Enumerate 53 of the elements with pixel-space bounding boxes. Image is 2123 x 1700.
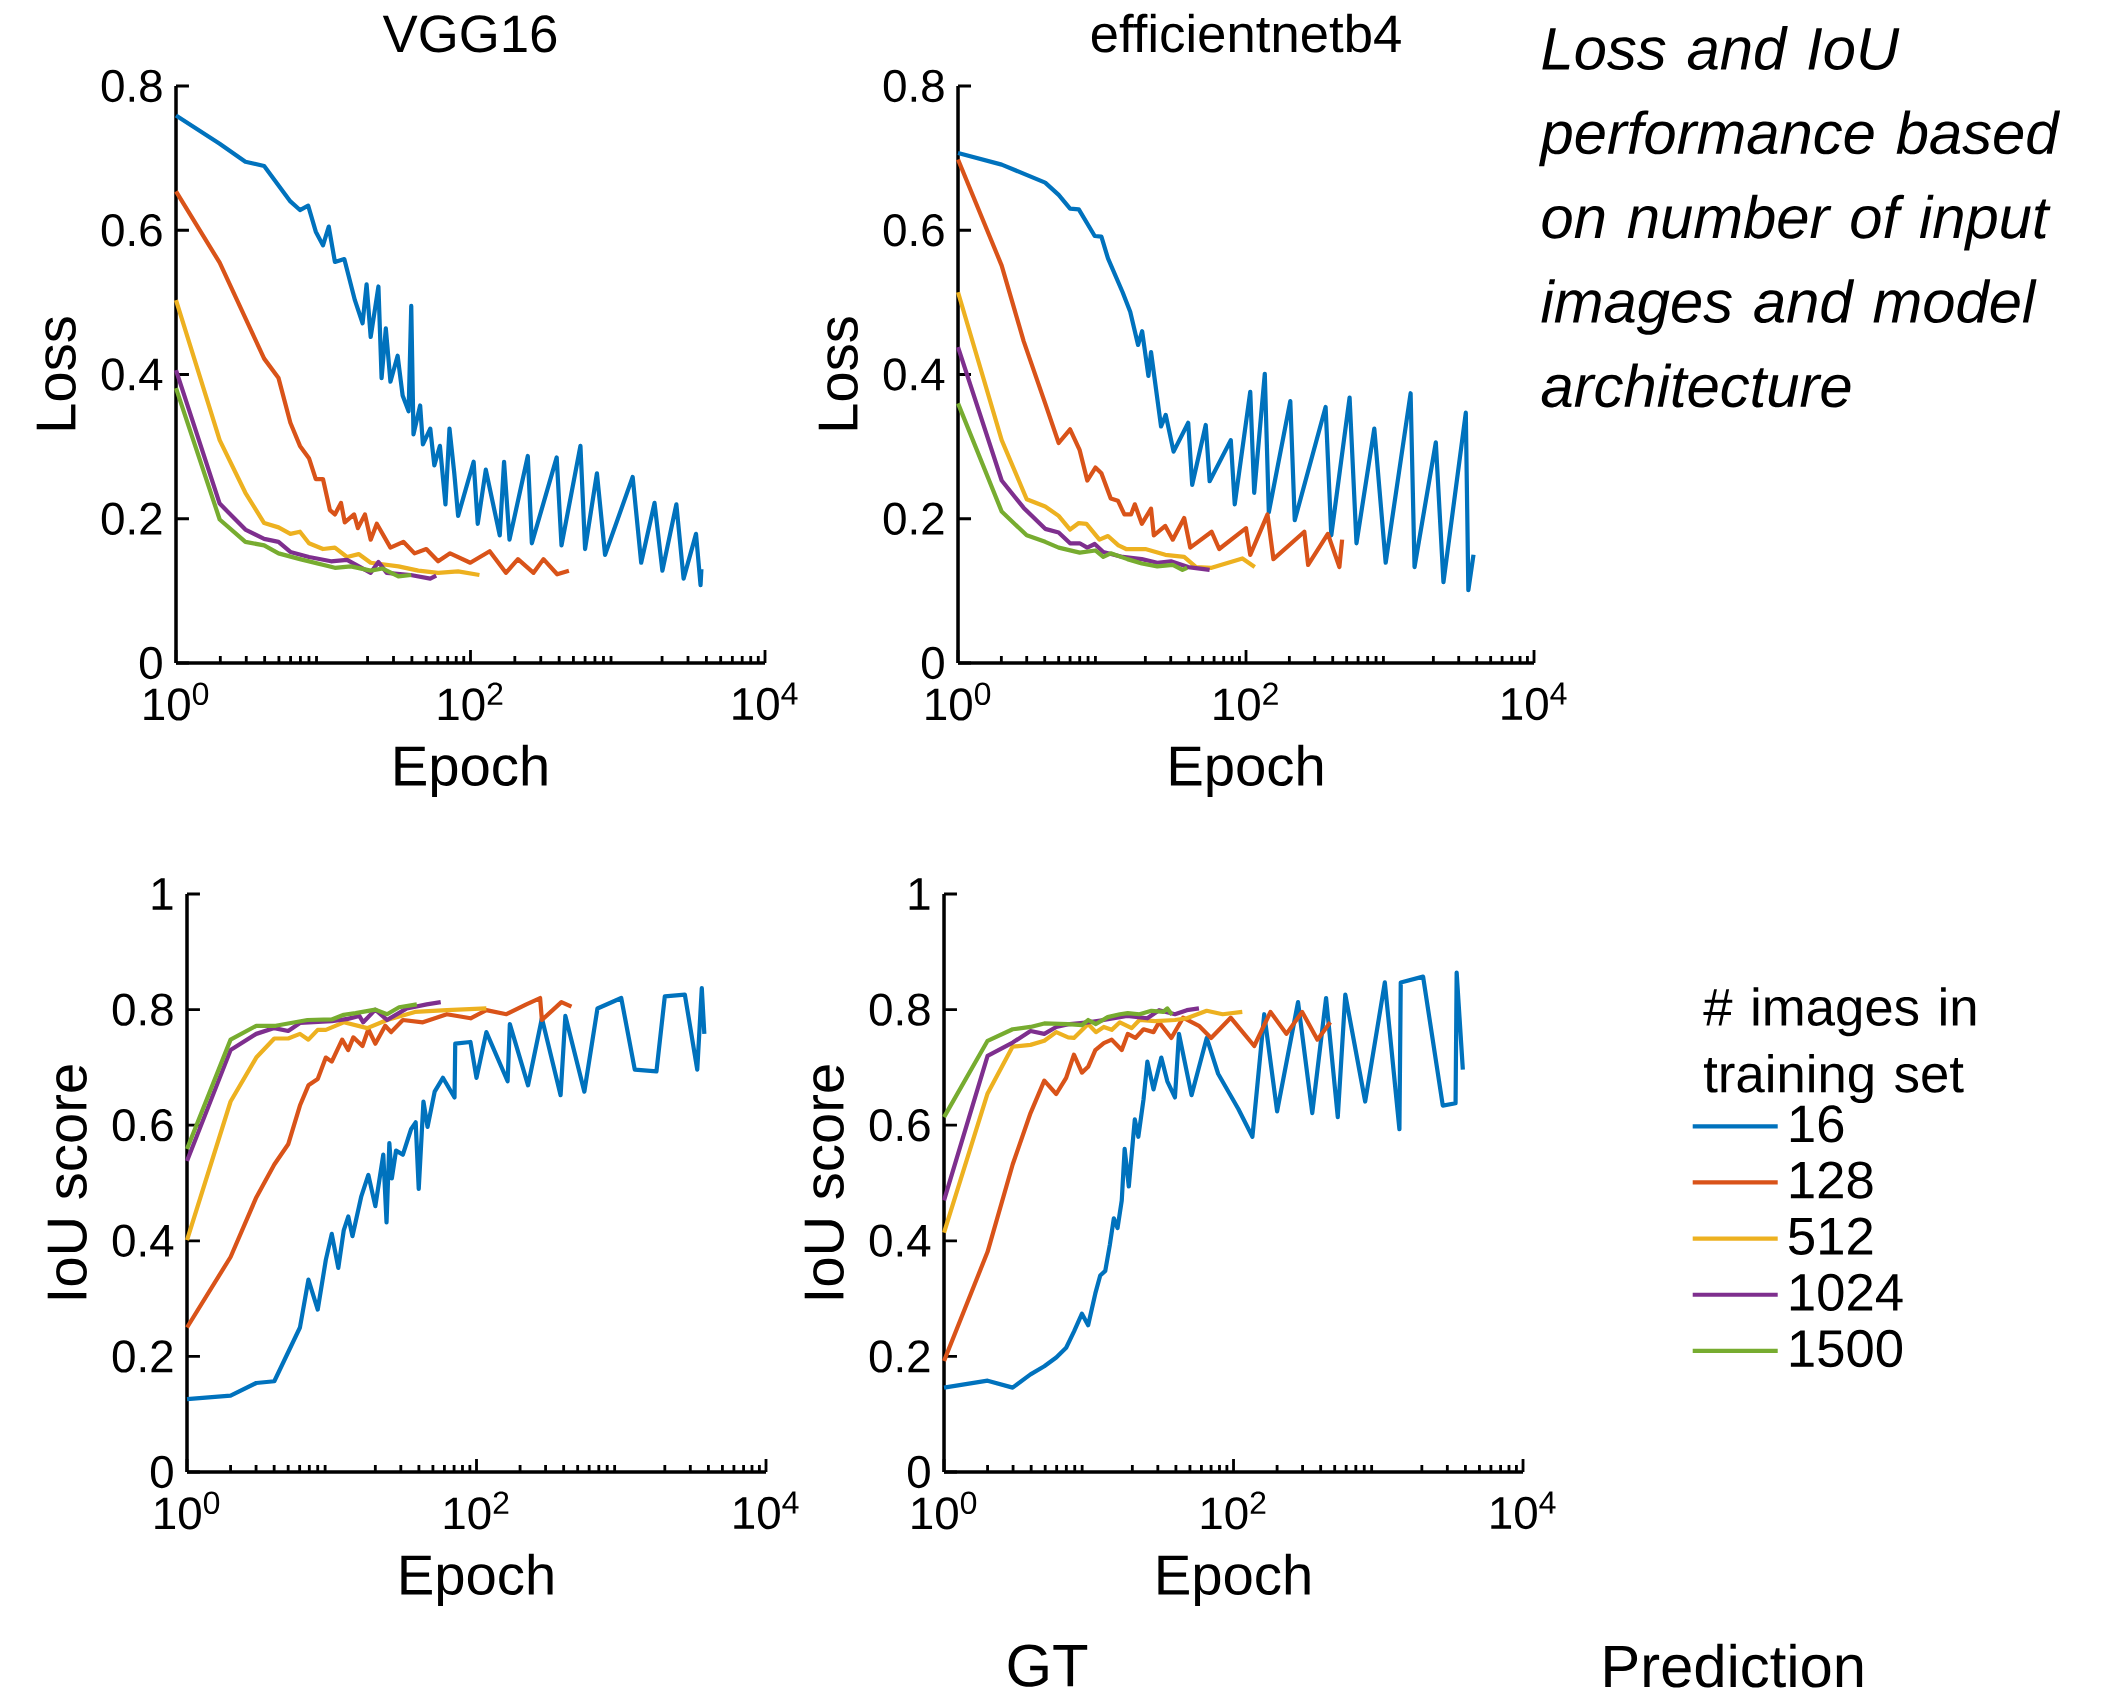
x-axis-title: Epoch <box>401 1553 553 1607</box>
x-tick-label: 10$^{2}$ <box>1214 682 1278 721</box>
y-axis-title: Loss <box>36 317 76 430</box>
y-tick-label: 0.2 <box>883 502 944 535</box>
y-tick-label: 0 <box>907 1455 930 1489</box>
chart-title: efficientnetb4 <box>1091 13 1401 53</box>
y-tick-label: 0 <box>921 646 944 680</box>
x-axis-title: Epoch <box>1170 744 1323 798</box>
y-tick-label: 0.4 <box>112 1224 174 1257</box>
y-tick-label: 0.8 <box>101 69 162 103</box>
y-tick-label: 1 <box>909 878 930 910</box>
legend-label: 128 <box>1790 1161 1873 1199</box>
x-tick-label: 10$^{4}$ <box>733 682 798 721</box>
y-tick-label: 0.4 <box>883 358 945 391</box>
x-tick-label: 10$^{2}$ <box>438 682 503 721</box>
x-tick-label: 10$^{0}$ <box>155 1491 220 1530</box>
legend-label: 1500 <box>1790 1329 1903 1368</box>
chart-title: VGG16 <box>382 15 557 53</box>
y-tick-label: 0.2 <box>101 502 162 535</box>
y-tick-label: 0.4 <box>869 1224 931 1257</box>
x-axis-title: Epoch <box>395 744 547 798</box>
y-tick-label: 0.6 <box>101 214 162 247</box>
x-tick-label: 10$^{4}$ <box>1491 1491 1556 1530</box>
x-tick-label: 10$^{2}$ <box>444 1491 509 1530</box>
y-tick-label: 0 <box>150 1455 173 1489</box>
text: GT <box>1008 1644 1088 1687</box>
x-tick-label: 10$^{0}$ <box>144 682 209 721</box>
x-tick-label: 10$^{2}$ <box>1201 1491 1266 1530</box>
legend-title: # images in training set <box>1703 987 1976 1104</box>
y-axis-title: Loss <box>818 317 858 430</box>
y-tick-label: 0.6 <box>869 1109 930 1142</box>
legend-label: 1024 <box>1790 1273 1903 1312</box>
y-tick-label: 0.8 <box>883 69 944 103</box>
y-tick-label: 0.2 <box>112 1340 173 1373</box>
x-tick-label: 10$^{4}$ <box>1502 682 1567 721</box>
text: Loss and IoU performance based on number of input images and model architecture <box>1538 26 2061 408</box>
y-tick-label: 0.6 <box>883 214 944 247</box>
y-tick-label: 0 <box>139 646 162 680</box>
x-axis-title: Epoch <box>1158 1553 1310 1607</box>
text: Prediction <box>1605 1643 1863 1688</box>
y-tick-label: 0.8 <box>869 993 930 1026</box>
legend-label: 16 <box>1790 1105 1844 1143</box>
y-tick-label: 0.2 <box>869 1340 930 1373</box>
x-tick-label: 10$^{0}$ <box>912 1491 977 1530</box>
y-tick-label: 0.6 <box>112 1109 173 1142</box>
y-tick-label: 0.8 <box>112 993 173 1026</box>
y-axis-title: IoU score <box>47 1065 87 1299</box>
y-axis-title: IoU score <box>804 1065 844 1299</box>
x-tick-label: 10$^{4}$ <box>734 1491 799 1530</box>
y-tick-label: 1 <box>152 878 173 910</box>
y-tick-label: 0.4 <box>101 358 163 391</box>
x-tick-label: 10$^{0}$ <box>926 682 991 721</box>
legend-label: 512 <box>1788 1217 1873 1255</box>
